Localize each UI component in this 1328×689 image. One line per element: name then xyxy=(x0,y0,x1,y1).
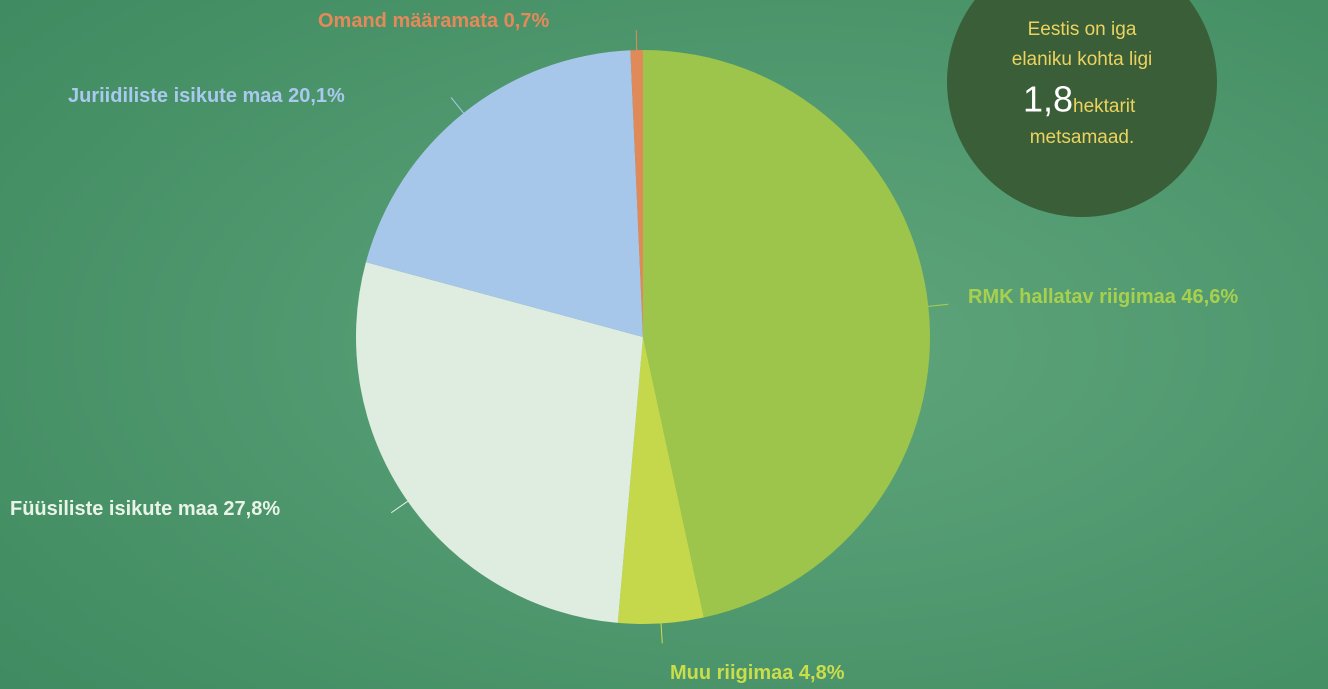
slice-name: RMK hallatav riigimaa xyxy=(968,286,1177,308)
slice-label: RMK hallatav riigimaa 46,6% xyxy=(968,286,1238,308)
pie-slice xyxy=(365,50,643,337)
leader-line xyxy=(660,623,663,644)
pie xyxy=(355,30,949,644)
callout-line: Eestis on iga xyxy=(1028,19,1137,40)
leader-line xyxy=(390,500,408,514)
slice-label: Füüsiliste isikute maa 27,8% xyxy=(10,498,280,520)
pie-slice xyxy=(617,337,704,624)
pie-slice xyxy=(355,262,643,623)
callout-value: 1,8 xyxy=(1023,79,1073,120)
slice-label: Omand määramata 0,7% xyxy=(318,10,549,32)
slice-value: 4,8% xyxy=(799,662,845,684)
slice-name: Füüsiliste isikute maa xyxy=(10,498,219,520)
callout: Eestis on iga elaniku kohta ligi 1,8 hek… xyxy=(947,0,1217,217)
slice-value: 0,7% xyxy=(504,10,550,32)
slice-label: Muu riigimaa 4,8% xyxy=(670,662,845,684)
slice-name: Juriidiliste isikute maa xyxy=(68,85,283,107)
callout-circle xyxy=(947,0,1217,217)
callout-unit: hektarit xyxy=(1073,96,1136,117)
pie-slice xyxy=(630,50,643,337)
pie-slice xyxy=(643,50,931,618)
slice-value: 27,8% xyxy=(223,498,280,520)
callout-line: metsamaad. xyxy=(1030,127,1135,148)
slice-value: 46,6% xyxy=(1181,286,1238,308)
slice-value: 20,1% xyxy=(288,85,345,107)
leader-line xyxy=(450,97,464,114)
callout-line: elaniku kohta ligi xyxy=(1012,49,1152,70)
slice-label: Juriidiliste isikute maa 20,1% xyxy=(68,85,345,107)
leader-line xyxy=(928,303,949,307)
slice-name: Omand määramata xyxy=(318,10,499,32)
slice-name: Muu riigimaa xyxy=(670,662,794,684)
